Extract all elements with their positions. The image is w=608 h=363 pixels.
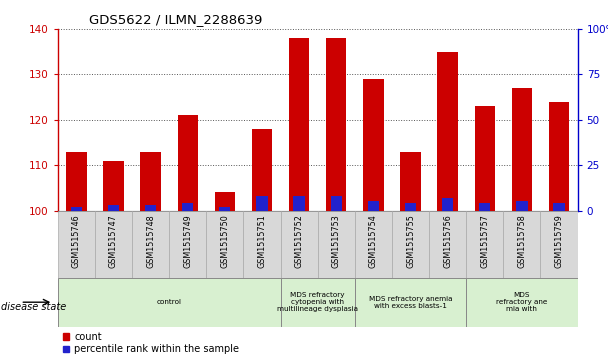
Bar [215, 192, 235, 211]
Text: MDS refractory
cytopenia with
multilineage dysplasia: MDS refractory cytopenia with multilinea… [277, 292, 358, 312]
FancyBboxPatch shape [169, 211, 206, 278]
Legend: count, percentile rank within the sample: count, percentile rank within the sample [63, 331, 240, 355]
Bar [108, 205, 119, 211]
Text: control: control [157, 299, 182, 305]
Bar [252, 129, 272, 211]
Bar [512, 88, 532, 211]
Bar [326, 38, 347, 211]
Bar [516, 201, 528, 211]
Text: GSM1515754: GSM1515754 [369, 214, 378, 268]
Text: GSM1515759: GSM1515759 [554, 214, 564, 268]
Bar [294, 196, 305, 211]
FancyBboxPatch shape [206, 211, 243, 278]
Bar [479, 203, 491, 211]
Bar [368, 201, 379, 211]
Bar [363, 79, 384, 211]
Text: GSM1515756: GSM1515756 [443, 214, 452, 268]
Text: GSM1515755: GSM1515755 [406, 214, 415, 268]
Bar [182, 203, 193, 211]
Text: MDS refractory anemia
with excess blasts-1: MDS refractory anemia with excess blasts… [369, 296, 452, 309]
Text: GSM1515757: GSM1515757 [480, 214, 489, 268]
Bar [257, 196, 268, 211]
Bar [103, 160, 123, 211]
FancyBboxPatch shape [243, 211, 280, 278]
Text: GSM1515753: GSM1515753 [332, 214, 340, 268]
Bar [553, 203, 565, 211]
Text: GSM1515746: GSM1515746 [72, 214, 81, 268]
FancyBboxPatch shape [58, 211, 95, 278]
Bar [145, 205, 156, 211]
FancyBboxPatch shape [132, 211, 169, 278]
FancyBboxPatch shape [466, 211, 503, 278]
Bar [331, 196, 342, 211]
Bar [140, 152, 161, 211]
FancyBboxPatch shape [355, 278, 466, 327]
Text: GSM1515752: GSM1515752 [295, 214, 303, 268]
FancyBboxPatch shape [317, 211, 355, 278]
Text: GDS5622 / ILMN_2288639: GDS5622 / ILMN_2288639 [89, 13, 262, 26]
FancyBboxPatch shape [355, 211, 392, 278]
Text: GSM1515749: GSM1515749 [183, 214, 192, 268]
FancyBboxPatch shape [466, 278, 578, 327]
Bar [549, 102, 569, 211]
FancyBboxPatch shape [429, 211, 466, 278]
Bar [289, 38, 309, 211]
Bar [400, 152, 421, 211]
Text: MDS
refractory ane
mia with: MDS refractory ane mia with [496, 292, 548, 312]
Bar [405, 203, 416, 211]
Bar [66, 152, 86, 211]
Text: GSM1515750: GSM1515750 [220, 214, 229, 268]
Bar [475, 106, 495, 211]
FancyBboxPatch shape [280, 211, 317, 278]
FancyBboxPatch shape [280, 278, 355, 327]
FancyBboxPatch shape [541, 211, 578, 278]
Text: GSM1515748: GSM1515748 [146, 214, 155, 268]
FancyBboxPatch shape [58, 278, 280, 327]
Text: GSM1515758: GSM1515758 [517, 214, 527, 268]
Text: disease state: disease state [1, 302, 66, 312]
Bar [71, 207, 82, 211]
Bar [442, 198, 453, 211]
Text: GSM1515751: GSM1515751 [257, 214, 266, 268]
FancyBboxPatch shape [503, 211, 541, 278]
FancyBboxPatch shape [392, 211, 429, 278]
FancyBboxPatch shape [95, 211, 132, 278]
Text: GSM1515747: GSM1515747 [109, 214, 118, 268]
Bar [178, 115, 198, 211]
Bar [437, 52, 458, 211]
Bar [219, 207, 230, 211]
